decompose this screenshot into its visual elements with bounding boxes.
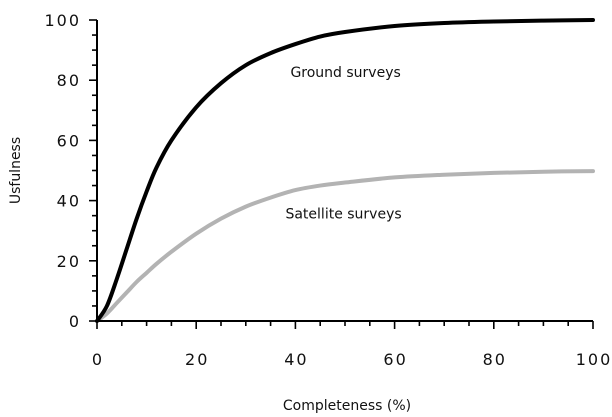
- y-tick-label: 0: [69, 312, 81, 331]
- ground-surveys-label: Ground surveys: [290, 65, 400, 81]
- x-axis-title: Completeness (%): [283, 398, 411, 414]
- annotation-layer: Ground surveys Satellite surveys: [285, 65, 401, 222]
- tick-labels-layer: 0 20 40 60 80 100 0 20 40 60 80 100: [44, 11, 612, 369]
- y-tick-label: 60: [57, 131, 81, 150]
- y-tick-label: 40: [57, 192, 81, 211]
- x-tick-label: 40: [284, 350, 308, 369]
- y-tick-label: 100: [44, 11, 81, 30]
- y-tick-label: 80: [57, 71, 81, 90]
- x-tick-label: 80: [483, 350, 507, 369]
- y-tick-label: 20: [57, 252, 81, 271]
- series-layer: [95, 18, 595, 323]
- ground-surveys-line: [95, 18, 595, 323]
- satellite-surveys-label: Satellite surveys: [285, 207, 401, 223]
- x-tick-label: 100: [576, 350, 612, 369]
- x-tick-label: 60: [383, 350, 407, 369]
- x-tick-label: 20: [185, 350, 209, 369]
- x-tick-label: 0: [92, 350, 104, 369]
- satellite-surveys-line: [95, 169, 595, 323]
- ticks-layer: [89, 19, 594, 329]
- y-axis-title: Usfulness: [8, 137, 24, 204]
